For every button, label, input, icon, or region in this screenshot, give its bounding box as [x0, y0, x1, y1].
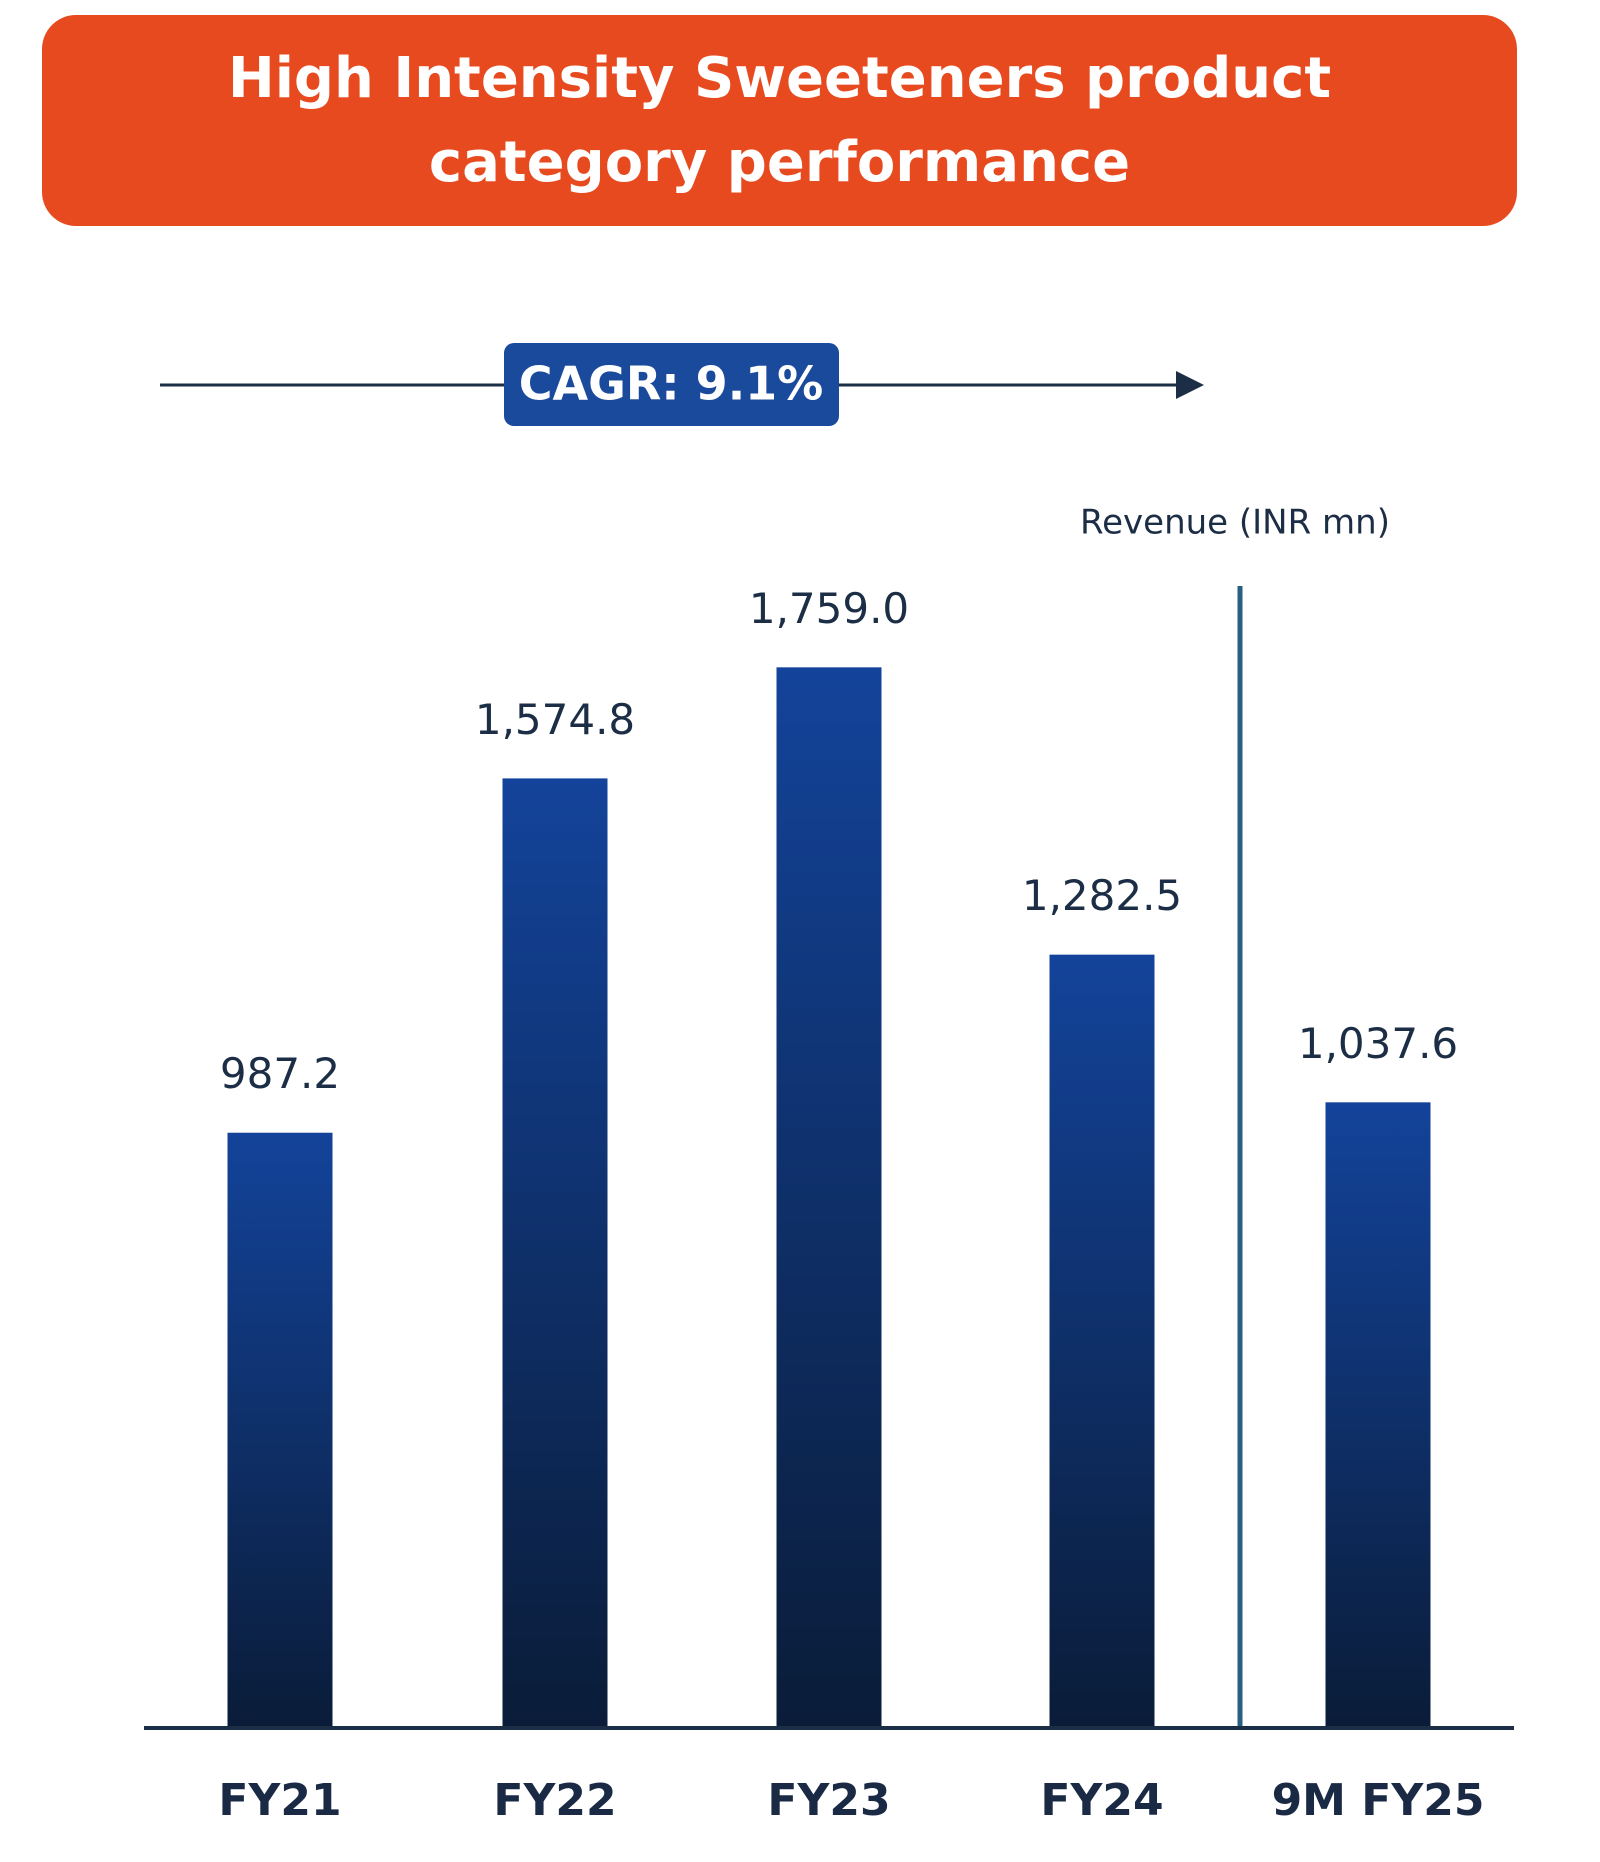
bar: [1325, 1102, 1431, 1728]
unit-label: Revenue (INR mn): [1080, 503, 1390, 543]
x-tick-label: 9M FY25: [1272, 1775, 1485, 1826]
value-label: 1,759.0: [749, 584, 909, 633]
chart-title: High Intensity Sweeteners product catego…: [227, 45, 1332, 195]
title-box: High Intensity Sweeteners product catego…: [42, 15, 1517, 226]
value-label: 987.2: [220, 1049, 340, 1098]
cagr-label: CAGR: 9.1%: [519, 357, 824, 411]
bar: [776, 667, 882, 1728]
value-label: 1,037.6: [1298, 1019, 1458, 1068]
x-tick-label: FY22: [493, 1775, 616, 1826]
value-label: 1,282.5: [1022, 871, 1182, 920]
value-label: 1,574.8: [475, 695, 635, 744]
x-tick-label: FY24: [1040, 1775, 1163, 1826]
arrow-head: [1176, 371, 1204, 399]
bar: [227, 1132, 333, 1728]
cagr-badge: [504, 343, 839, 426]
bar: [502, 778, 608, 1728]
x-tick-label: FY21: [218, 1775, 341, 1826]
x-tick-label: FY23: [767, 1775, 890, 1826]
bar: [1049, 954, 1155, 1728]
